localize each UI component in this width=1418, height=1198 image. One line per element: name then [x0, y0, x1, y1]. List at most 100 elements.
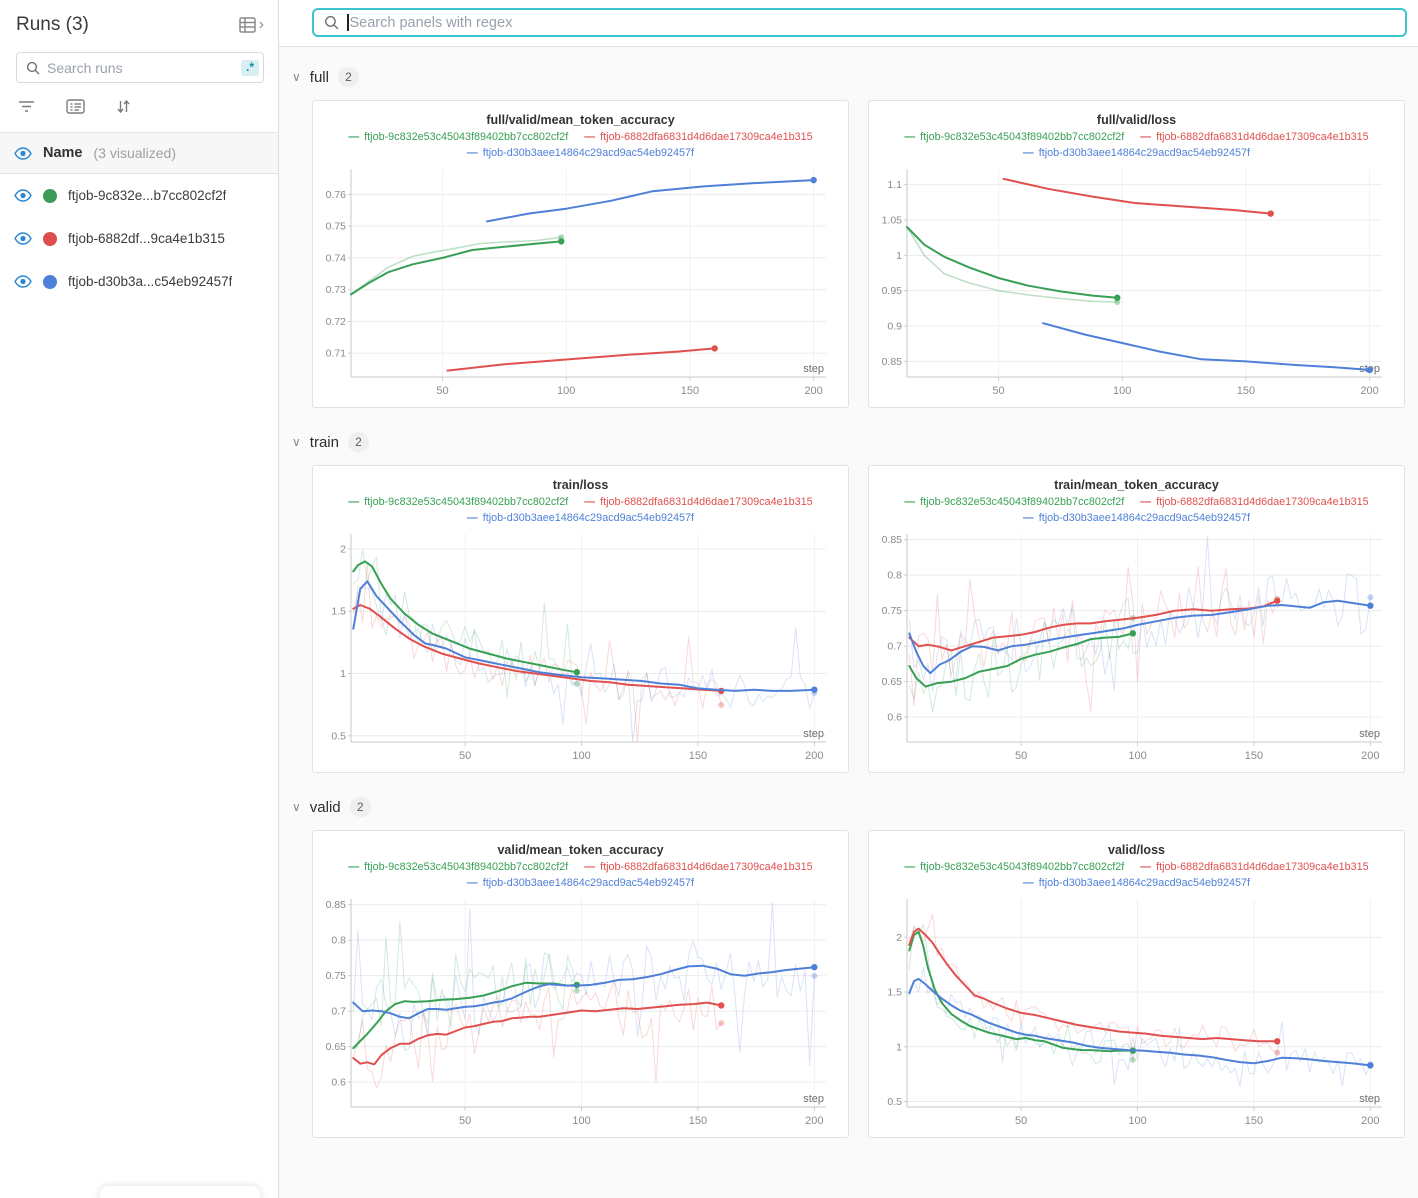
chart-title: full/valid/loss: [881, 113, 1392, 127]
legend-entry[interactable]: —ftjob-9c832e53c45043f89402bb7cc802cf2f: [904, 495, 1124, 510]
chart-title: train/loss: [325, 478, 836, 492]
run-color-dot: [43, 232, 57, 246]
svg-text:0.5: 0.5: [887, 1096, 902, 1108]
legend-entry[interactable]: —ftjob-9c832e53c45043f89402bb7cc802cf2f: [348, 130, 568, 145]
chart-panel[interactable]: full/valid/loss —ftjob-9c832e53c45043f894…: [868, 100, 1405, 408]
legend-entry[interactable]: —ftjob-9c832e53c45043f89402bb7cc802cf2f: [348, 495, 568, 510]
legend-entry[interactable]: —ftjob-9c832e53c45043f89402bb7cc802cf2f: [904, 130, 1124, 145]
section-header[interactable]: ∨train2: [292, 432, 1407, 452]
panel-search-bar: Search panels with regex: [279, 0, 1418, 47]
legend-entry[interactable]: —ftjob-6882dfa6831d4d6dae17309ca4e1b315: [584, 860, 812, 875]
svg-text:100: 100: [557, 385, 575, 397]
svg-text:1: 1: [340, 668, 346, 680]
chart[interactable]: 0.60.650.70.750.80.8550100150200step: [881, 528, 1392, 766]
chart[interactable]: 0.511.5250100150200step: [325, 528, 836, 766]
svg-text:0.65: 0.65: [882, 676, 903, 688]
svg-text:0.5: 0.5: [331, 730, 346, 742]
chart-panel[interactable]: full/valid/mean_token_accuracy—ftjob-9c8…: [312, 100, 849, 408]
sort-button[interactable]: [116, 99, 131, 119]
search-panels-input[interactable]: Search panels with regex: [312, 8, 1407, 37]
chart[interactable]: 0.850.90.9511.051.150100150200step: [881, 163, 1392, 401]
section-count-badge: 2: [350, 797, 371, 817]
legend-entry[interactable]: —ftjob-6882dfa6831d4d6dae17309ca4e1b315: [1140, 495, 1368, 510]
svg-text:100: 100: [1113, 385, 1131, 397]
svg-text:0.71: 0.71: [326, 348, 347, 360]
workspace-main: Search panels with regex ∨full2full/vali…: [279, 0, 1418, 1198]
svg-text:0.8: 0.8: [887, 570, 902, 582]
chart-legend: —ftjob-9c832e53c45043f89402bb7cc802cf2f—…: [881, 130, 1392, 161]
svg-text:0.85: 0.85: [882, 356, 903, 368]
columns-button[interactable]: [66, 99, 85, 119]
panel-section: ∨full2full/valid/mean_token_accuracy—ftj…: [292, 67, 1407, 408]
chart-legend: —ftjob-9c832e53c45043f89402bb7cc802cf2f—…: [325, 495, 836, 526]
eye-icon[interactable]: [14, 189, 32, 202]
visualized-count: (3 visualized): [94, 145, 176, 161]
section-count-badge: 2: [348, 432, 369, 452]
chart-panel[interactable]: valid/mean_token_accuracy—ftjob-9c832e53…: [312, 830, 849, 1138]
legend-entry[interactable]: —ftjob-d30b3aee14864c29acd9ac54eb92457f: [1023, 146, 1250, 161]
chart-legend: —ftjob-9c832e53c45043f89402bb7cc802cf2f—…: [325, 130, 836, 161]
svg-text:0.8: 0.8: [331, 935, 346, 947]
run-row[interactable]: ftjob-6882df...9ca4e1b315: [0, 217, 278, 260]
legend-entry[interactable]: —ftjob-d30b3aee14864c29acd9ac54eb92457f: [467, 876, 694, 891]
legend-entry[interactable]: —ftjob-9c832e53c45043f89402bb7cc802cf2f: [904, 860, 1124, 875]
filter-button[interactable]: [18, 100, 35, 119]
chart-panel[interactable]: train/loss —ftjob-9c832e53c45043f89402bb7…: [312, 465, 849, 773]
svg-text:100: 100: [1128, 750, 1146, 762]
text-caret: [347, 14, 349, 31]
run-name: ftjob-6882df...9ca4e1b315: [68, 231, 225, 246]
section-label: valid: [310, 799, 341, 816]
svg-text:step: step: [803, 1093, 824, 1105]
chart-panel[interactable]: valid/loss —ftjob-9c832e53c45043f89402bb7…: [868, 830, 1405, 1138]
eye-icon[interactable]: [14, 275, 32, 288]
svg-text:step: step: [803, 363, 824, 375]
regex-toggle[interactable]: .*: [241, 60, 259, 76]
run-name: ftjob-9c832e...b7cc802cf2f: [68, 188, 226, 203]
panels-content: ∨full2full/valid/mean_token_accuracy—ftj…: [279, 47, 1418, 1198]
svg-text:0.75: 0.75: [882, 605, 903, 617]
chart-panel[interactable]: train/mean_token_accuracy —ftjob-9c832e53…: [868, 465, 1405, 773]
run-row[interactable]: ftjob-9c832e...b7cc802cf2f: [0, 174, 278, 217]
legend-entry[interactable]: —ftjob-6882dfa6831d4d6dae17309ca4e1b315: [584, 130, 812, 145]
expand-table-button[interactable]: ›: [238, 16, 264, 34]
svg-text:1: 1: [896, 250, 902, 262]
section-header[interactable]: ∨valid2: [292, 797, 1407, 817]
runs-list: ftjob-9c832e...b7cc802cf2f ftjob-6882df..…: [0, 174, 278, 303]
chart-title: train/mean_token_accuracy: [881, 478, 1392, 492]
svg-text:0.7: 0.7: [887, 641, 902, 653]
run-color-dot: [43, 189, 57, 203]
svg-text:0.95: 0.95: [882, 285, 903, 297]
legend-entry[interactable]: —ftjob-9c832e53c45043f89402bb7cc802cf2f: [348, 860, 568, 875]
legend-entry[interactable]: —ftjob-d30b3aee14864c29acd9ac54eb92457f: [1023, 876, 1250, 891]
search-runs-input[interactable]: Search runs .*: [16, 52, 264, 83]
app-window: Runs (3) › Search runs .*: [0, 0, 1418, 1198]
legend-entry[interactable]: —ftjob-6882dfa6831d4d6dae17309ca4e1b315: [1140, 860, 1368, 875]
section-count-badge: 2: [338, 67, 359, 87]
eye-icon[interactable]: [14, 147, 32, 160]
section-label: train: [310, 434, 339, 451]
legend-entry[interactable]: —ftjob-6882dfa6831d4d6dae17309ca4e1b315: [584, 495, 812, 510]
section-header[interactable]: ∨full2: [292, 67, 1407, 87]
legend-entry[interactable]: —ftjob-d30b3aee14864c29acd9ac54eb92457f: [467, 511, 694, 526]
chart[interactable]: 0.511.5250100150200step: [881, 893, 1392, 1131]
section-label: full: [310, 69, 329, 86]
svg-text:0.6: 0.6: [331, 1077, 346, 1089]
run-row[interactable]: ftjob-d30b3a...c54eb92457f: [0, 260, 278, 303]
svg-text:150: 150: [689, 750, 707, 762]
svg-text:0.76: 0.76: [326, 189, 347, 201]
search-runs-placeholder: Search runs: [47, 60, 241, 76]
svg-text:0.6: 0.6: [887, 712, 902, 724]
svg-text:1.05: 1.05: [882, 214, 903, 226]
svg-text:200: 200: [805, 1115, 823, 1127]
chart-title: valid/loss: [881, 843, 1392, 857]
legend-entry[interactable]: —ftjob-6882dfa6831d4d6dae17309ca4e1b315: [1140, 130, 1368, 145]
legend-entry[interactable]: —ftjob-d30b3aee14864c29acd9ac54eb92457f: [467, 146, 694, 161]
chart[interactable]: 0.710.720.730.740.750.7650100150200step: [325, 163, 836, 401]
chart[interactable]: 0.60.650.70.750.80.8550100150200step: [325, 893, 836, 1131]
svg-text:1: 1: [896, 1041, 902, 1053]
svg-text:step: step: [803, 728, 824, 740]
svg-text:0.7: 0.7: [331, 1006, 346, 1018]
legend-entry[interactable]: —ftjob-d30b3aee14864c29acd9ac54eb92457f: [1023, 511, 1250, 526]
eye-icon[interactable]: [14, 232, 32, 245]
panel-section: ∨train2train/loss—ftjob-9c832e53c45043f8…: [292, 432, 1407, 773]
